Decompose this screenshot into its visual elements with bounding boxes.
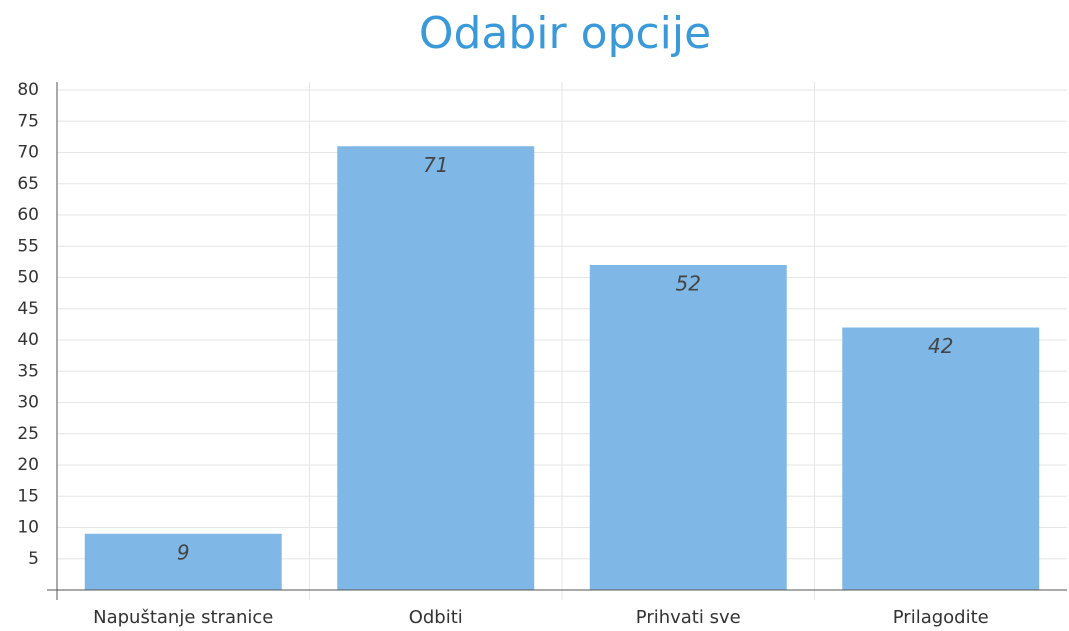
x-tick-label: Prilagodite [893,607,989,628]
bar [337,146,535,590]
y-tick-label: 35 [17,361,39,381]
y-tick-label: 15 [17,486,39,506]
y-tick-label: 45 [17,299,39,319]
bar [842,327,1040,590]
chart-title: Odabir opcije [419,8,711,59]
data-label: 71 [423,153,448,177]
x-tick-label: Napuštanje stranice [93,607,273,628]
y-tick-label: 10 [17,518,39,538]
data-label: 9 [177,540,190,564]
y-tick-label: 5 [28,549,39,569]
y-tick-label: 80 [17,80,39,100]
y-tick-label: 25 [17,424,39,444]
y-tick-label: 70 [17,143,39,163]
bar [84,533,282,590]
data-label: 52 [676,272,701,296]
x-tick-label: Prihvati sve [636,607,741,628]
y-tick-label: 65 [17,174,39,194]
x-tick-label: Odbiti [409,607,463,628]
y-tick-label: 60 [17,205,39,225]
y-tick-label: 40 [17,330,39,350]
bar [589,265,787,590]
y-tick-label: 50 [17,268,39,288]
y-tick-label: 75 [17,111,39,131]
data-label: 42 [928,334,953,358]
y-tick-label: 30 [17,393,39,413]
y-tick-label: 55 [17,236,39,256]
y-tick-label: 20 [17,455,39,475]
